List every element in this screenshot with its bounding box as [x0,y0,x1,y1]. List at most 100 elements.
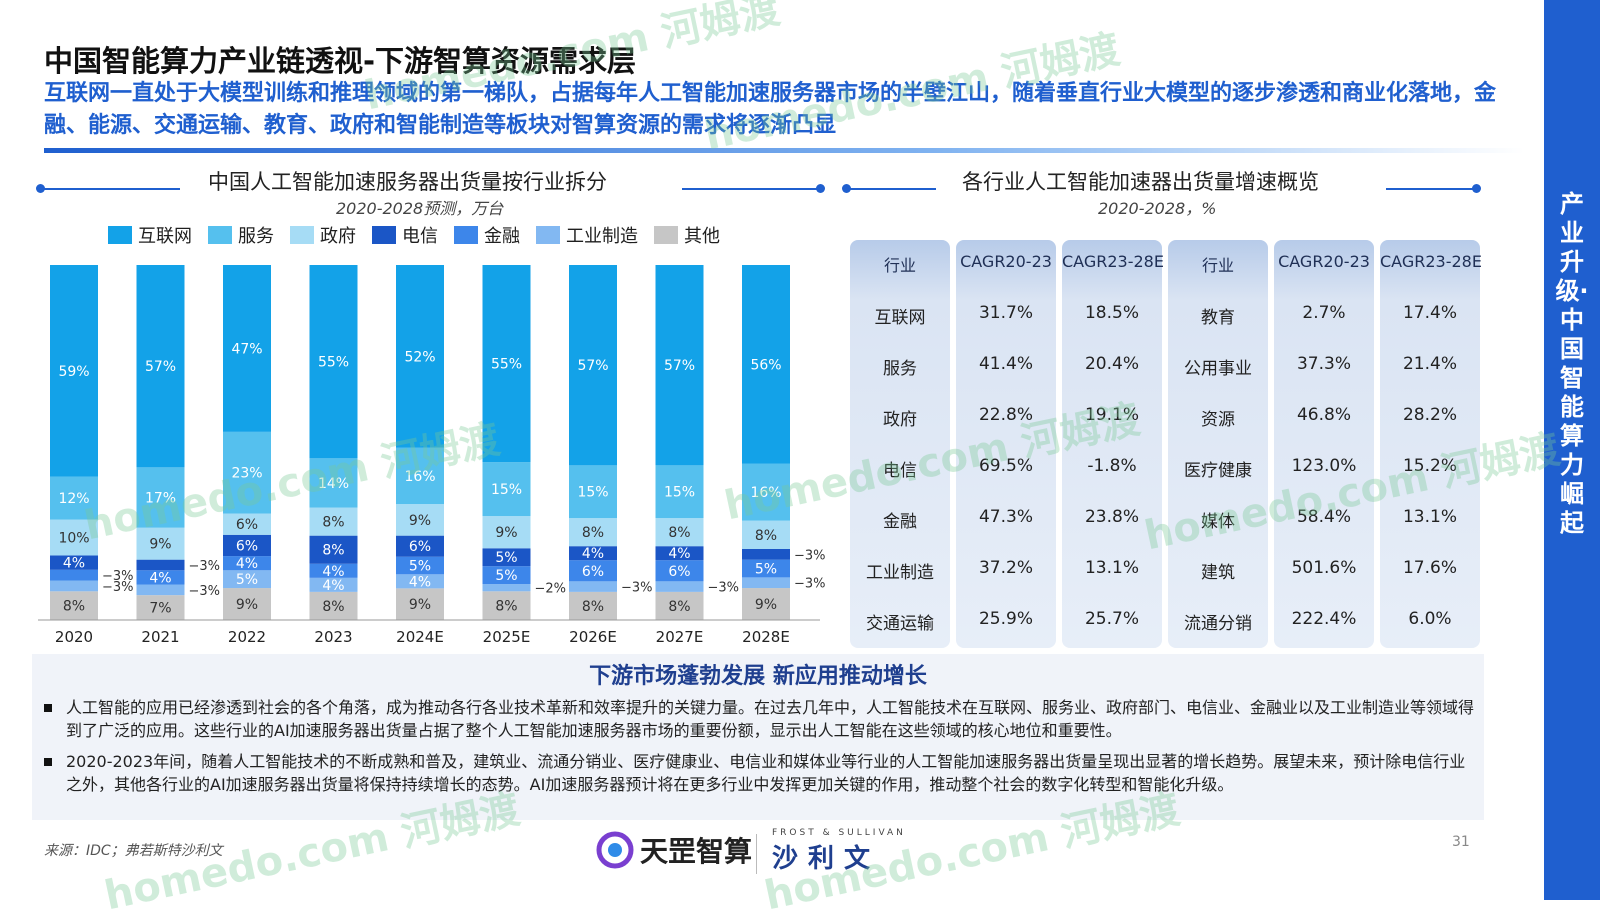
bar-segment [309,577,358,592]
bar-data-label: 8% [322,515,344,531]
left-heading-line-left [40,188,180,190]
table-cell: 13.1% [1402,507,1457,527]
bar-data-label: 9% [409,597,431,613]
bar-segment [655,560,704,582]
table-cell: 69.5% [978,456,1033,476]
bar-segment [136,595,185,620]
table-cell: 17.6% [1402,558,1457,578]
table-cell: 教育 [1201,308,1235,328]
legend-item-internet: 互联网 [108,222,192,248]
side-title: 产业升级·中国智能算力崛起 [1555,190,1589,537]
legend-swatch [108,226,132,244]
table-cell: 21.4% [1402,354,1457,374]
bar-data-label: −3% [102,569,134,584]
table-header-cell: 行业 [1201,256,1234,275]
bar-segment [309,265,358,459]
bar-data-label: 8% [668,599,690,615]
bar-data-label: −3% [102,580,134,595]
bar-data-label: 4% [63,556,85,572]
bar-segment [50,555,98,570]
table-cell: 政府 [883,410,917,430]
bar-segment [655,581,704,592]
x-tick-label: 2025E [483,628,531,646]
bar-data-label: 17% [145,491,176,507]
page-title: 中国智能算力产业链透视-下游智算资源需求层 [44,44,637,78]
table-header-cell: 行业 [883,256,916,275]
side-band [1544,0,1600,900]
bar-segment [136,265,185,468]
bar-segment [396,535,444,557]
bar-data-label: 57% [664,358,695,374]
source-note: 来源：IDC；弗若斯特沙利文 [44,843,223,859]
table-column [850,240,950,648]
bar-segment [482,566,531,585]
bar-data-label: −2% [535,582,567,597]
bar-segment [309,458,358,508]
legend-label: 政府 [320,226,356,247]
bar-segment [742,265,790,464]
bar-segment [396,588,444,620]
stacked-bar-chart: 8%−3%−3%4%10%12%59%20207%−3%4%−3%9%17%57… [38,265,826,646]
right-heading-dot-right [1472,184,1481,193]
table-cell: 6.0% [1408,609,1452,629]
bar-segment [742,520,790,549]
bar-segment [223,534,271,557]
table-cell: 流通分销 [1184,614,1252,634]
table-column [1380,240,1480,648]
bar-segment [223,570,271,589]
bar-segment [569,560,617,582]
bar-segment [396,265,444,448]
bar-segment [136,467,185,528]
bar-segment [569,591,617,620]
bar-segment [655,518,704,547]
bar-segment [482,548,531,567]
table-cell: 123.0% [1291,456,1357,476]
legend-item-services: 服务 [208,222,274,248]
bar-data-label: 5% [236,572,258,588]
table-cell: 41.4% [978,354,1033,374]
bar-segment [396,447,444,505]
bar-data-label: 5% [409,559,431,575]
bar-data-label: 4% [409,574,431,590]
right-heading-line-left [846,188,936,190]
bar-data-label: 9% [755,597,777,613]
bar-segment [655,546,704,561]
bar-segment [396,504,444,536]
bar-segment [223,556,271,571]
bar-data-label: 9% [236,597,258,613]
legend-item-other: 其他 [654,222,720,248]
table-header-cell: CAGR23-28E [1380,252,1482,271]
bar-data-label: 8% [322,599,344,615]
bar-segment [223,513,271,535]
bar-data-label: 9% [409,513,431,529]
bar-segment [655,265,704,466]
bar-data-label: 4% [236,556,258,572]
bar-data-label: 5% [495,568,517,584]
table-header-cell: CAGR23-28E [1062,252,1164,271]
bar-data-label: 8% [322,543,344,559]
x-tick-label: 2026E [569,628,617,646]
bar-segment [223,588,271,620]
bar-segment [655,465,704,519]
bar-segment [742,588,790,620]
x-tick-label: 2024E [396,628,444,646]
legend-label: 工业制造 [566,226,638,247]
bar-segment [50,265,98,477]
bar-segment [742,559,790,578]
bar-data-label: 7% [149,601,171,617]
legend-item-government: 政府 [290,222,356,248]
table-cell: 46.8% [1296,405,1351,425]
bar-data-label: 8% [495,599,517,615]
tianhai-logo-text: 天罡智算 [640,835,753,868]
table-cell: 23.8% [1084,507,1139,527]
table-cell: 22.8% [978,405,1033,425]
page-subtitle: 互联网一直处于大模型训练和推理领域的第一梯队，占据每年人工智能加速服务器市场的半… [44,81,1497,138]
bar-data-label: −3% [794,548,826,563]
table-cell: 媒体 [1201,512,1235,532]
bar-data-label: 57% [145,359,176,375]
x-tick-label: 2022 [228,628,266,646]
table-cell: 电信 [883,461,917,481]
bullet-square-icon [44,704,52,712]
table-cell: 31.7% [978,303,1033,323]
bar-data-label: 5% [755,562,777,578]
